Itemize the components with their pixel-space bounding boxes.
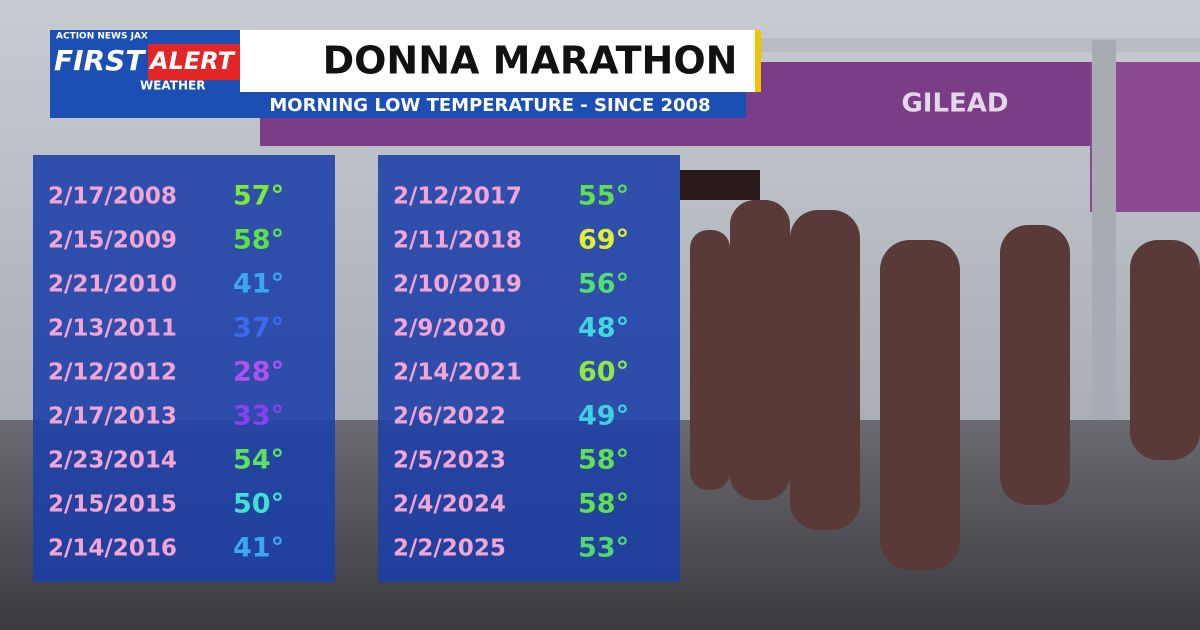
logo-first: FIRST [54,44,146,77]
clock [680,170,760,200]
date: 2/6/2022 [393,404,506,430]
date: 2/14/2016 [48,536,177,562]
temperature: 58° [233,225,284,256]
date: 2/17/2013 [48,404,177,430]
date: 2/14/2021 [393,360,522,386]
truss-post [1092,40,1116,420]
logo-alert: ALERT [148,47,236,75]
temperature: 60° [578,357,629,388]
date: 2/15/2015 [48,492,177,518]
temperature: 58° [578,489,629,520]
temperature: 37° [233,313,284,344]
date: 2/12/2017 [393,184,522,210]
date: 2/17/2008 [48,184,177,210]
date: 2/12/2012 [48,360,177,386]
date: 2/10/2019 [393,272,522,298]
temperature: 58° [578,445,629,476]
header-accent [755,30,761,92]
logo-network: ACTION NEWS JAX [56,32,148,42]
date: 2/15/2009 [48,228,177,254]
date: 2/2/2025 [393,536,506,562]
table-panel [33,155,335,582]
temperature: 50° [233,489,284,520]
temperature: 53° [578,533,629,564]
temperature: 28° [233,357,284,388]
logo-alert-box [148,44,240,80]
date: 2/9/2020 [393,316,506,342]
logo-weather: WEATHER [140,79,205,93]
banner-text: GILEAD [901,89,1008,119]
subtitle-bar [50,92,746,118]
table: 2/17/2008 57° 2/15/2009 58° 2/21/2010 41° 2/13… [33,155,680,582]
runners [690,200,1200,570]
temperature: 57° [233,181,284,212]
temperature: 48° [578,313,629,344]
temperature: 56° [578,269,629,300]
date: 2/21/2010 [48,272,177,298]
date: 2/13/2011 [48,316,177,342]
date: 2/23/2014 [48,448,177,474]
temperature: 54° [233,445,284,476]
date: 2/11/2018 [393,228,522,254]
temperature: 41° [233,533,284,564]
subtitle: MORNING LOW TEMPERATURE - SINCE 2008 [269,95,710,116]
temperature: 33° [233,401,284,432]
date: 2/5/2023 [393,448,506,474]
temperature: 49° [578,401,629,432]
temperature: 41° [233,269,284,300]
temperature: 55° [578,181,629,212]
temperature: 69° [578,225,629,256]
title: DONNA MARATHON [323,39,738,83]
date: 2/4/2024 [393,492,506,518]
table-panel [378,155,680,582]
